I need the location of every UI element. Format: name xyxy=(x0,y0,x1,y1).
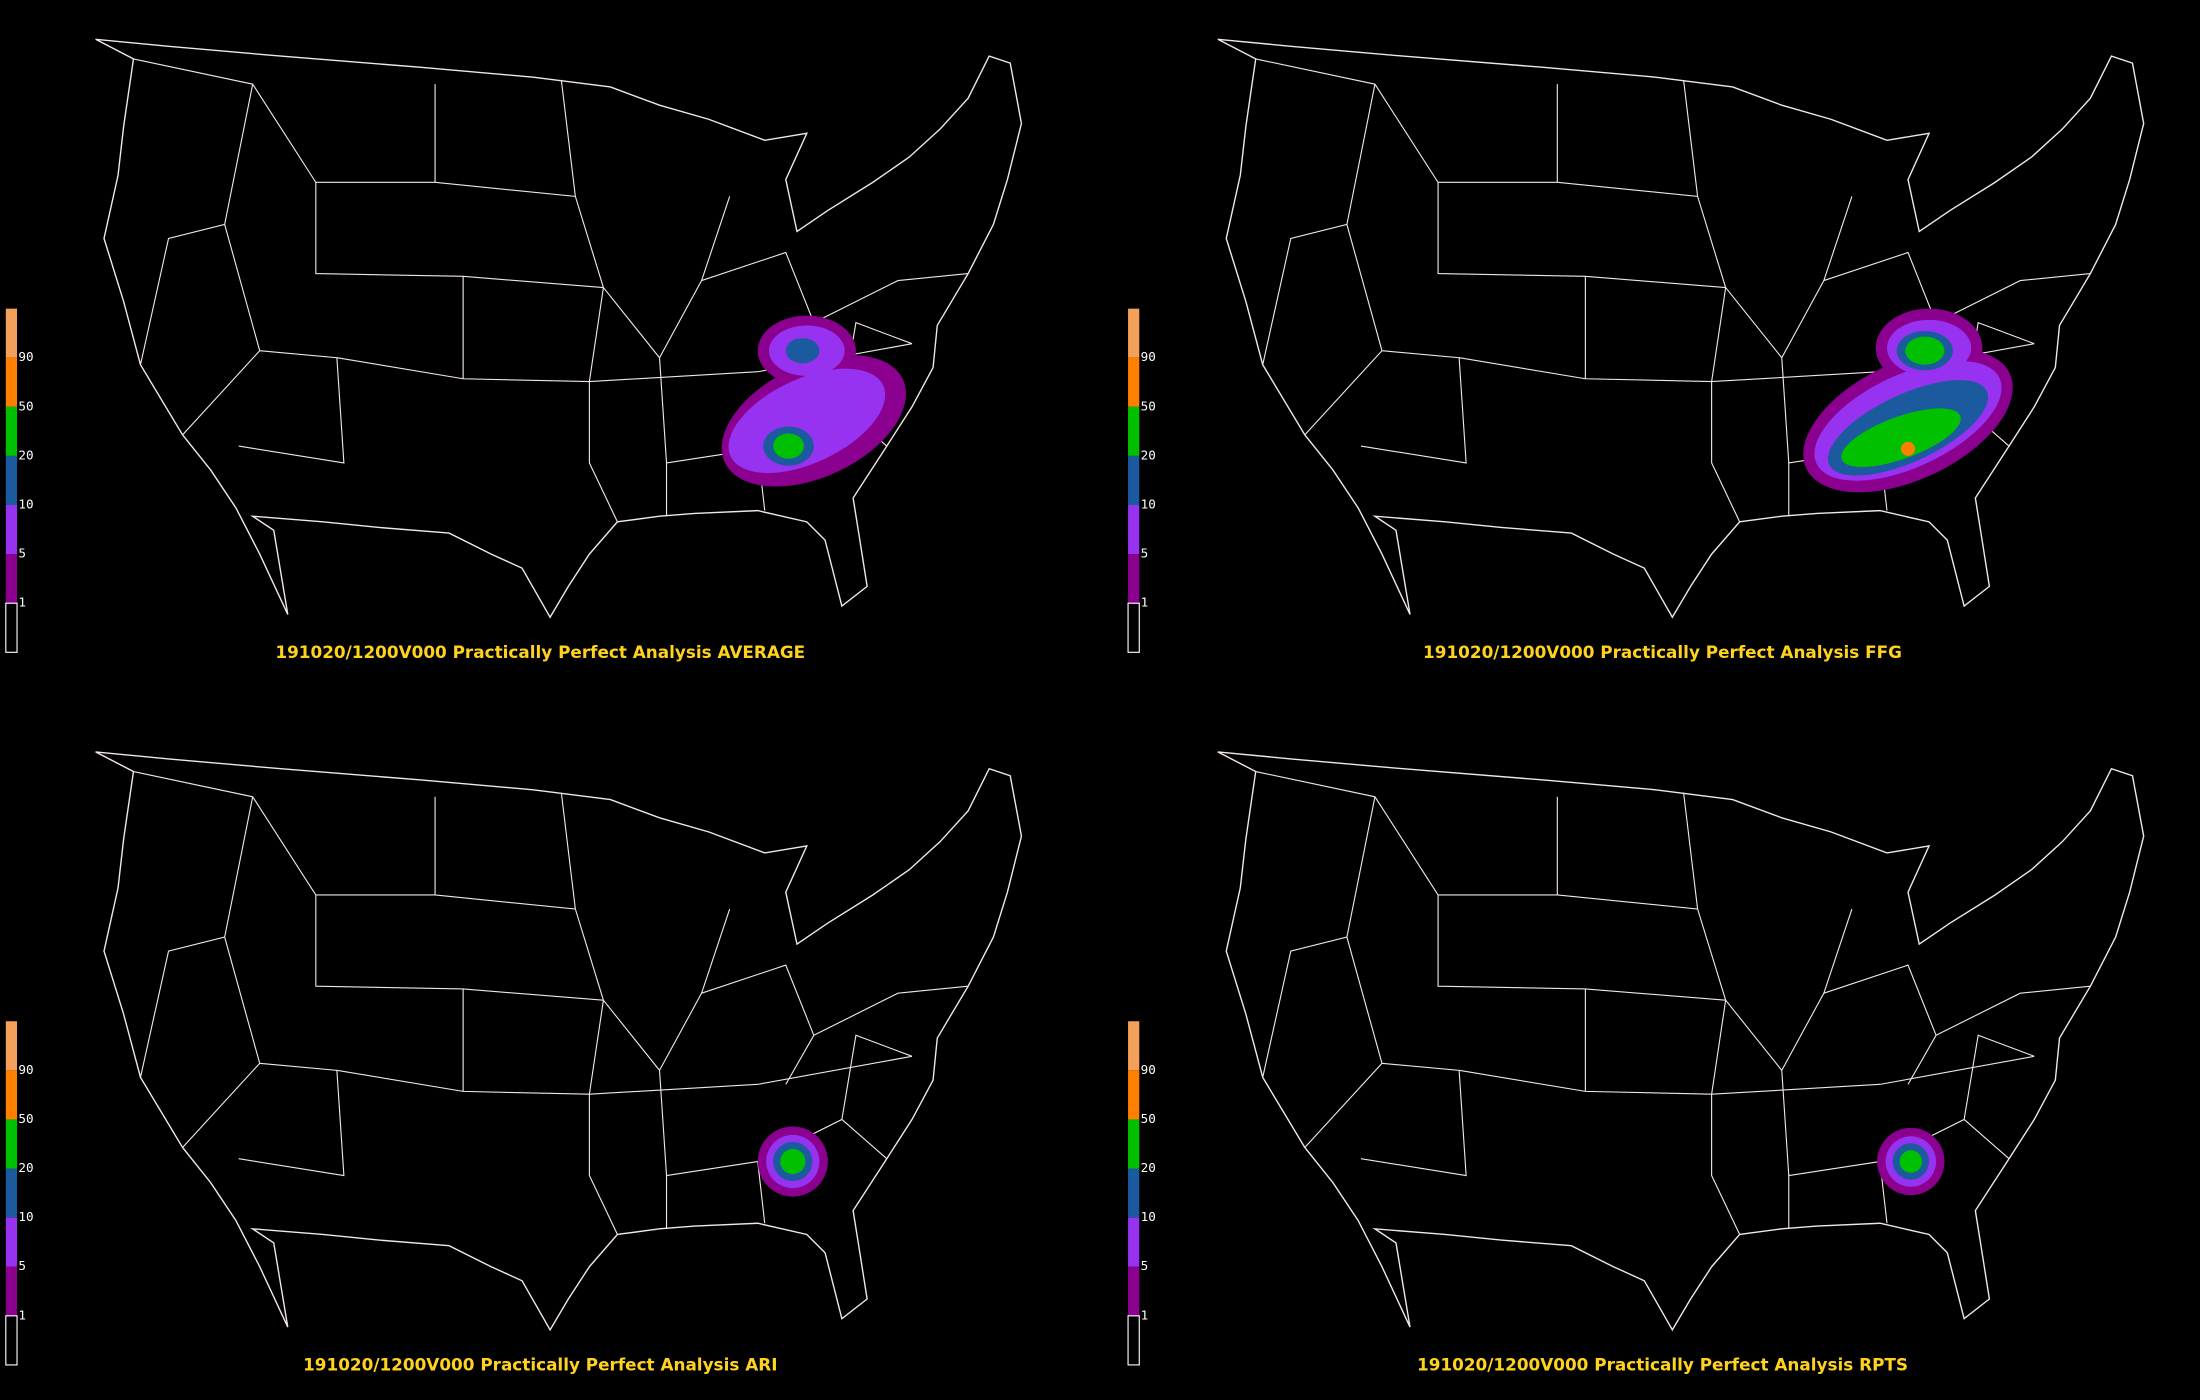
colorbar: 90 50 20 10 5 1 xyxy=(1127,1021,1156,1366)
colorbar-label: 5 xyxy=(1141,1258,1149,1273)
colorbar-segment xyxy=(1127,602,1140,653)
us-outline xyxy=(1217,38,2145,618)
panel-title: 191020/1200V000 Practically Perfect Anal… xyxy=(303,1355,777,1375)
colorbar-segment xyxy=(5,357,18,407)
colorbar-segment xyxy=(1127,1315,1140,1366)
probability-field xyxy=(757,1126,828,1197)
colorbar-label: 20 xyxy=(1141,1160,1156,1175)
probability-field xyxy=(1877,1127,1945,1196)
colorbar-segment xyxy=(1128,1168,1140,1218)
colorbar-segment xyxy=(1128,455,1140,506)
colorbar-segment xyxy=(1128,357,1140,407)
colorbar: 90 50 20 10 5 1 xyxy=(1127,308,1156,653)
colorbar-label: 20 xyxy=(18,447,33,462)
colorbar-segment xyxy=(5,554,18,604)
colorbar-label: 1 xyxy=(18,1307,26,1322)
colorbar-segment xyxy=(5,308,18,358)
colorbar-label: 90 xyxy=(1141,1062,1156,1077)
colorbar-label: 1 xyxy=(1141,595,1149,610)
colorbar-label: 90 xyxy=(18,349,33,364)
colorbar-label: 1 xyxy=(1141,1307,1149,1322)
colorbar-segment xyxy=(5,406,18,456)
colorbar-segment xyxy=(5,1266,18,1316)
colorbar-label: 20 xyxy=(1141,447,1156,462)
panel-title: 191020/1200V000 Practically Perfect Anal… xyxy=(1417,1355,1908,1375)
colorbar: 90 50 20 10 5 1 xyxy=(5,1021,34,1366)
colorbar-segment xyxy=(1128,1070,1140,1120)
colorbar-segment xyxy=(5,1070,18,1120)
colorbar-segment xyxy=(5,1168,18,1218)
colorbar-segment xyxy=(1128,1021,1140,1071)
us-outline xyxy=(1217,751,2145,1331)
colorbar-segment xyxy=(1128,406,1140,456)
colorbar-label: 50 xyxy=(18,398,33,413)
colorbar-label: 50 xyxy=(1141,398,1156,413)
colorbar-label: 5 xyxy=(18,546,26,561)
us-outline xyxy=(94,38,1023,618)
colorbar-segment xyxy=(5,455,18,506)
colorbar-label: 10 xyxy=(1141,497,1156,512)
colorbar-label: 10 xyxy=(1141,1209,1156,1224)
colorbar-segment xyxy=(1128,505,1140,555)
colorbar-segment xyxy=(5,602,18,653)
us-outline xyxy=(94,751,1023,1331)
map-panel: 90 50 20 10 5 1 191020/1200V000 Practically Pe… xyxy=(5,38,1023,662)
colorbar-segment xyxy=(5,505,18,555)
colorbar-segment xyxy=(1128,308,1140,358)
colorbar-label: 5 xyxy=(18,1258,26,1273)
map-panel: 90 50 20 10 5 1 191020/1200V000 Practically Pe… xyxy=(1127,751,2145,1375)
colorbar-segment xyxy=(1128,1119,1140,1169)
colorbar-segment xyxy=(1128,554,1140,604)
colorbar-label: 10 xyxy=(18,1209,33,1224)
colorbar-label: 50 xyxy=(18,1111,33,1126)
colorbar-label: 5 xyxy=(1141,546,1149,561)
colorbar-label: 50 xyxy=(1141,1111,1156,1126)
panel-title: 191020/1200V000 Practically Perfect Anal… xyxy=(275,642,805,662)
map-panel: 90 50 20 10 5 1 191020/1200V000 Practically Pe… xyxy=(5,751,1023,1375)
colorbar-segment xyxy=(5,1021,18,1071)
colorbar-label: 90 xyxy=(1141,349,1156,364)
probability-field xyxy=(721,315,906,487)
colorbar-label: 10 xyxy=(18,497,33,512)
colorbar-segment xyxy=(1128,1266,1140,1316)
colorbar-label: 90 xyxy=(18,1062,33,1077)
map-panel: 90 50 20 10 5 1 191020/1200V000 Practically Pe… xyxy=(1127,38,2145,662)
panel-title: 191020/1200V000 Practically Perfect Anal… xyxy=(1423,642,1902,662)
colorbar-segment xyxy=(1128,1217,1140,1267)
colorbar-segment xyxy=(5,1217,18,1267)
colorbar-label: 20 xyxy=(18,1160,33,1175)
colorbar: 90 50 20 10 5 1 xyxy=(5,308,34,653)
colorbar-label: 1 xyxy=(18,595,26,610)
probability-field xyxy=(1803,308,2013,493)
colorbar-segment xyxy=(5,1315,18,1366)
colorbar-segment xyxy=(5,1119,18,1169)
